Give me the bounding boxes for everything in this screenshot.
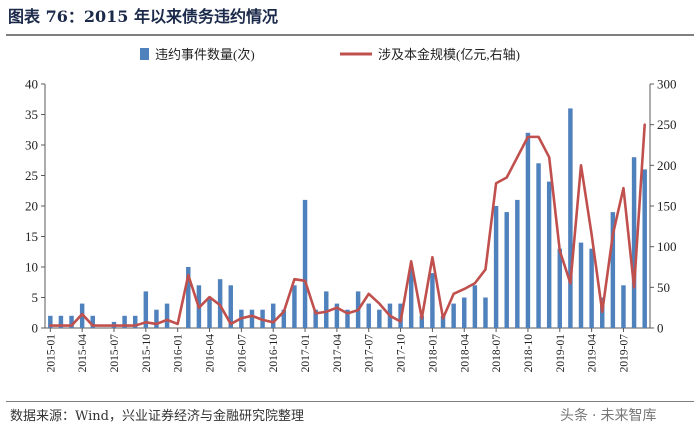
bar [90,315,95,328]
chart-legend: 违约事件数量(次) 涉及本金规模(亿元,右轴) [140,47,520,62]
line-series [49,123,646,327]
y-left-tick-label: 30 [25,138,38,153]
y-left-tick-label: 0 [32,321,39,336]
x-tick-label: 2019-01 [555,334,567,373]
bar [621,285,626,328]
watermark: 头条 · 未来智库 [560,405,656,425]
x-tick-label: 2015-04 [77,334,89,373]
axis-ticks: 2015-01 2015-04 2015-07 2015-10 2016-01 2016-… [45,328,630,372]
bar [302,199,308,328]
bar [472,285,478,328]
title-divider [6,34,694,36]
bar [366,303,371,328]
bar [58,315,64,328]
bar [536,163,541,328]
bar [132,315,138,328]
bar [408,267,414,328]
x-tick-label: 2016-04 [205,334,217,373]
x-tick-label: 2016-10 [268,334,280,373]
figure-title: 图表 76：2015 年以来债务违约情况 [8,7,278,26]
bar [493,206,499,328]
bar [154,309,159,328]
bar [546,181,552,328]
x-tick-label: 2019-07 [618,334,630,373]
y-left-tick-label: 10 [25,260,38,275]
chart-container: 违约事件数量(次) 涉及本金规模(亿元,右轴) 0 5 10 15 20 25 30 35 40 0… [0,36,700,398]
bar [281,309,287,328]
bar [292,285,297,328]
source-note: 数据来源：Wind，兴业证券经济与金融研究院整理 [10,409,304,424]
x-tick-label: 2017-10 [396,334,408,373]
bar [578,242,584,328]
bar [186,267,191,328]
x-tick-label: 2018-07 [491,334,503,373]
bar [642,169,647,328]
y-right-tick-label: 200 [657,158,677,173]
bar [451,303,456,328]
bar [419,315,425,328]
y-left-tick-label: 5 [32,290,39,305]
y-left-tick-label: 35 [25,107,38,122]
bar [334,303,340,328]
x-tick-label: 2018-10 [523,334,535,373]
y-right-tick-label: 50 [657,280,670,295]
x-tick-label: 2019-04 [587,334,599,373]
bar [504,212,509,328]
x-tick-label: 2015-10 [141,334,153,373]
bar [228,285,233,328]
bar [270,303,276,328]
legend-swatch-bars [140,48,149,60]
x-tick-label: 2015-01 [45,334,57,373]
principal-line [49,123,646,327]
x-tick-label: 2016-01 [173,334,185,373]
y-left-tick-label: 20 [25,199,38,214]
bar [483,297,488,328]
bar [122,315,127,328]
x-tick-label: 2017-07 [364,334,376,373]
y-left-tick-label: 15 [25,229,38,244]
bar [377,309,382,328]
watermark-left: 头条 [560,408,588,424]
bar [515,199,520,328]
bar [525,132,531,328]
bar [345,309,350,328]
x-tick-label: 2017-01 [300,334,312,373]
bar [143,291,149,328]
y-right-tick-label: 100 [657,239,677,254]
bar [324,291,329,328]
y-left-tick-label: 25 [25,168,38,183]
watermark-right: 未来智库 [600,408,657,424]
legend-label-bars: 违约事件数量(次) [155,47,255,62]
bar [207,297,212,328]
footer-divider [6,401,694,402]
y-right-tick-label: 300 [657,77,677,92]
x-tick-label: 2015-07 [109,334,121,373]
bar [610,212,616,328]
y-right-tick-label: 150 [657,199,677,214]
bar [164,303,170,328]
x-tick-label: 2018-01 [427,334,439,373]
y-left-tick-label: 40 [25,77,38,92]
x-tick-label: 2017-04 [332,334,344,373]
bar [631,157,637,328]
bar [48,315,53,328]
watermark-separator: · [592,408,597,424]
bar [462,297,467,328]
bar [69,315,74,328]
x-tick-label: 2018-04 [459,334,471,373]
bar [568,108,573,329]
bar [589,248,594,328]
y-right-tick-label: 0 [657,321,664,336]
bar [440,315,446,328]
y-right-tick-label: 250 [657,117,677,132]
x-tick-label: 2016-07 [236,334,248,373]
chart-axes: 0 5 10 15 20 25 30 35 40 0 50 100 150 200 250 300 [25,77,677,336]
bar [313,309,318,328]
bar [430,273,435,328]
legend-label-line: 涉及本金规模(亿元,右轴) [378,47,520,62]
debt-default-chart: 违约事件数量(次) 涉及本金规模(亿元,右轴) 05101520253035400… [25,47,677,372]
bar [249,309,255,328]
bar [557,248,563,328]
